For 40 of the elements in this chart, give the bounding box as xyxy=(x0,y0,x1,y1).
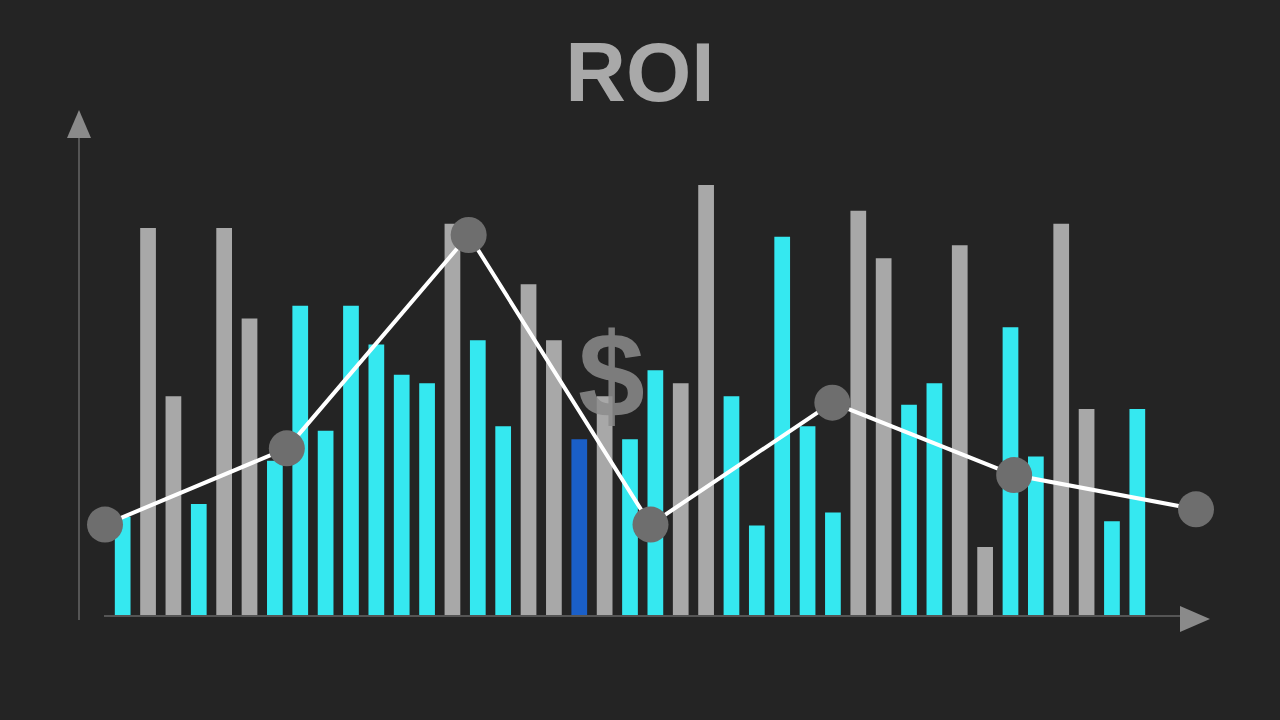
bar xyxy=(1104,521,1120,616)
bar xyxy=(216,228,233,616)
bar xyxy=(698,185,714,616)
bar xyxy=(825,512,841,616)
bar xyxy=(190,503,207,616)
bar xyxy=(951,245,968,616)
bar xyxy=(672,383,689,616)
bar xyxy=(165,396,182,616)
bar xyxy=(520,284,537,616)
bar xyxy=(774,236,791,616)
bar xyxy=(419,383,435,616)
bar xyxy=(1053,223,1070,616)
chart-title: ROI xyxy=(564,24,716,121)
bar xyxy=(901,404,917,616)
bar xyxy=(799,426,816,616)
bar xyxy=(368,344,385,616)
bar xyxy=(393,374,410,616)
bar xyxy=(267,460,283,616)
bar xyxy=(926,383,943,616)
bar xyxy=(292,305,309,616)
bar xyxy=(723,396,740,616)
bar xyxy=(140,228,156,616)
bar xyxy=(748,525,765,616)
bar xyxy=(241,318,258,616)
bar xyxy=(317,430,334,616)
bar xyxy=(850,210,867,616)
bar xyxy=(343,305,359,616)
bar xyxy=(1129,409,1146,616)
bar xyxy=(114,516,131,616)
bar xyxy=(977,547,993,616)
bar xyxy=(875,258,892,616)
bar xyxy=(1027,456,1044,616)
bar xyxy=(495,426,512,616)
bar xyxy=(571,439,588,616)
bar xyxy=(1078,409,1095,616)
bar xyxy=(546,340,562,616)
bar xyxy=(444,223,461,616)
annotation: $ xyxy=(578,307,645,444)
bar xyxy=(622,439,638,616)
bar xyxy=(469,340,486,616)
